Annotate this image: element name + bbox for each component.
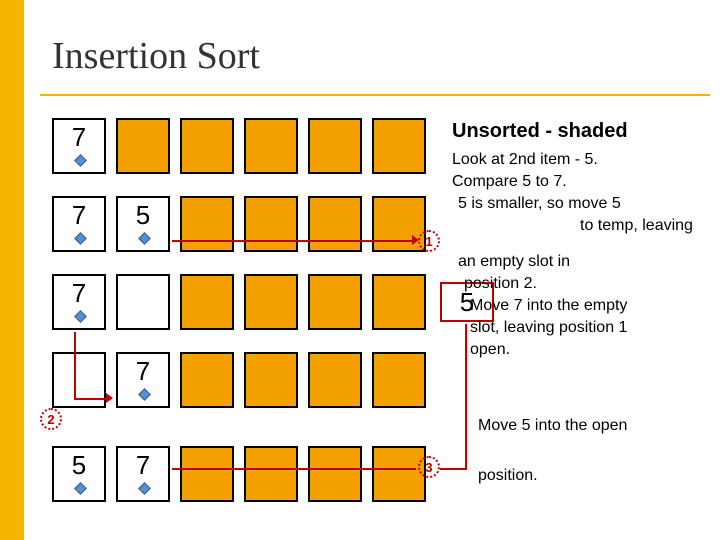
- arrow-line: [440, 468, 467, 470]
- cell: [180, 118, 234, 174]
- cell: [244, 118, 298, 174]
- annotation-line: position 2.: [464, 274, 537, 295]
- annotation-line: Move 7 into the empty: [470, 296, 627, 317]
- array-row-2: 7 5: [52, 196, 432, 252]
- cell: 5: [116, 196, 170, 252]
- step-badge-1: 1: [418, 230, 440, 252]
- cell: [180, 446, 234, 502]
- cell: [180, 196, 234, 252]
- cell: [372, 274, 426, 330]
- annotation-line: Compare 5 to 7.: [452, 172, 567, 193]
- array-row-1: 7: [52, 118, 432, 174]
- annotation-line: position.: [478, 466, 538, 487]
- cell: [244, 352, 298, 408]
- arrow-head-icon: [412, 235, 419, 245]
- annotation-line: 5 is smaller, so move 5: [458, 194, 621, 215]
- cell: [180, 352, 234, 408]
- diamond-icon: [138, 482, 151, 495]
- cell: [372, 446, 426, 502]
- cell: [308, 274, 362, 330]
- diamond-icon: [74, 482, 87, 495]
- annotation-line: to temp, leaving: [580, 216, 693, 237]
- cell: [308, 196, 362, 252]
- cell: 5: [52, 446, 106, 502]
- cell: [372, 352, 426, 408]
- cell: [244, 274, 298, 330]
- diamond-icon: [138, 232, 151, 245]
- cell: [308, 352, 362, 408]
- diamond-icon: [74, 232, 87, 245]
- annotation-line: slot, leaving position 1: [470, 318, 627, 339]
- diamond-icon: [74, 310, 87, 323]
- annotation-line: Look at 2nd item - 5.: [452, 150, 598, 171]
- arrow-line: [465, 324, 467, 454]
- cell: 7: [116, 446, 170, 502]
- cell: [244, 196, 298, 252]
- cell: [180, 274, 234, 330]
- cell: [244, 446, 298, 502]
- array-row-3: 7: [52, 274, 432, 330]
- array-row-5: 5 7: [52, 446, 432, 502]
- cell: 7: [52, 118, 106, 174]
- cell: 7: [52, 196, 106, 252]
- cell: [116, 274, 170, 330]
- left-accent-bar: [0, 0, 24, 540]
- annotation-line: open.: [470, 340, 510, 361]
- annotation-line: Move 5 into the open: [478, 416, 627, 437]
- slide: Insertion Sort 7 7 5 7 5 7 5: [0, 0, 720, 540]
- annotation-heading: Unsorted - shaded: [452, 118, 628, 144]
- step-badge-3: 3: [418, 456, 440, 478]
- cell: [308, 118, 362, 174]
- arrow-head-icon: [106, 393, 113, 403]
- cell: [116, 118, 170, 174]
- cell: 7: [116, 352, 170, 408]
- diamond-icon: [138, 388, 151, 401]
- arrow-line: [172, 240, 416, 242]
- annotation-line: an empty slot in: [458, 252, 570, 273]
- step-badge-2: 2: [40, 408, 62, 430]
- arrow-line: [172, 468, 416, 470]
- cell: [308, 446, 362, 502]
- arrow-line: [74, 398, 110, 400]
- cell: 7: [52, 274, 106, 330]
- cell: [372, 118, 426, 174]
- title-rule: [40, 94, 710, 96]
- page-title: Insertion Sort: [52, 34, 260, 78]
- arrow-line: [74, 332, 76, 400]
- diamond-icon: [74, 154, 87, 167]
